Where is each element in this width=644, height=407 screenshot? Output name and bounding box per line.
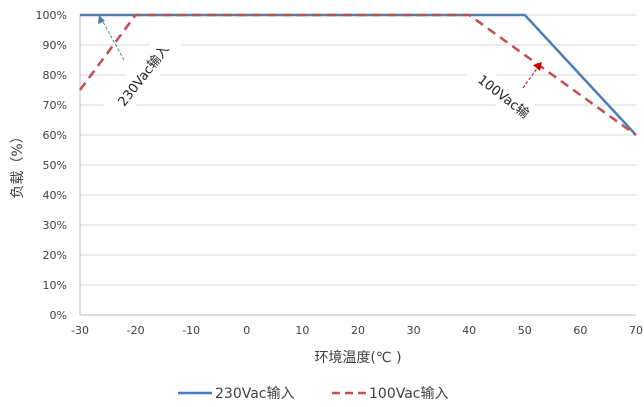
x-tick-labels: -30 -20 -10 0 10 20 30 40 50 60 70 (71, 324, 643, 337)
x-tick-label: 20 (351, 324, 365, 337)
annotation-100vac: 100Vac输 (463, 60, 545, 132)
x-tick-label: 60 (573, 324, 587, 337)
x-tick-label: 70 (629, 324, 643, 337)
y-tick-labels: 0% 10% 20% 30% 40% 50% 60% 70% 80% 90% 100% (36, 9, 67, 322)
annotation-100vac-arrow (522, 66, 539, 89)
legend: 230Vac输入 100Vac输入 (178, 386, 449, 402)
y-tick-label: 40% (43, 189, 67, 202)
x-tick-label: 30 (407, 324, 421, 337)
x-tick-label: -10 (182, 324, 200, 337)
x-tick-label: 50 (518, 324, 532, 337)
annotation-100vac-arrowhead (533, 62, 542, 71)
x-tick-label: 10 (295, 324, 309, 337)
annotation-230vac-arrow (101, 19, 125, 61)
y-tick-label: 70% (43, 99, 67, 112)
y-axis-title: 负载（%） (10, 129, 26, 198)
axes (79, 15, 636, 316)
annotation-230vac-box (103, 29, 183, 121)
x-tick-label: 0 (243, 324, 250, 337)
annotation-100vac-box (463, 60, 545, 132)
x-tick-label: 40 (462, 324, 476, 337)
series-line-100vac (78, 13, 637, 137)
y-tick-label: 30% (43, 219, 67, 232)
legend-label-230vac: 230Vac输入 (215, 386, 295, 402)
y-tick-label: 0% (50, 309, 67, 322)
y-tick-label: 60% (43, 129, 67, 142)
series-lines (78, 13, 637, 137)
x-axis-title: 环境温度(℃ ) (314, 350, 401, 366)
y-tick-label: 80% (43, 69, 67, 82)
y-tick-label: 100% (36, 9, 67, 22)
x-tick-label: -20 (127, 324, 145, 337)
y-tick-label: 20% (43, 249, 67, 262)
y-tick-label: 90% (43, 39, 67, 52)
legend-label-100vac: 100Vac输入 (369, 386, 449, 402)
y-tick-label: 10% (43, 279, 67, 292)
y-tick-label: 50% (43, 159, 67, 172)
x-tick-label: -30 (71, 324, 89, 337)
annotation-230vac-label: 230Vac输入 (115, 42, 173, 110)
annotation-230vac-arrowhead (98, 15, 105, 24)
gridlines (80, 14, 636, 286)
